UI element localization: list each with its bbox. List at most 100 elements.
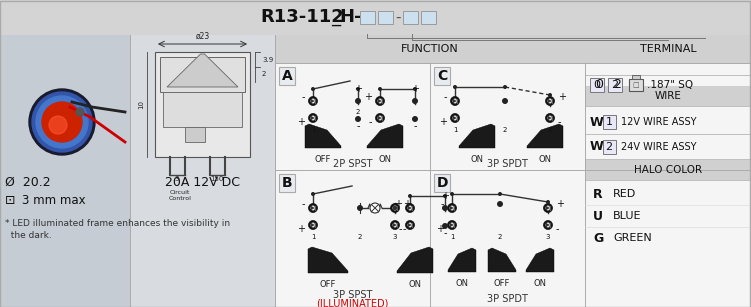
Text: 0: 0: [593, 80, 601, 90]
Circle shape: [413, 87, 417, 91]
Polygon shape: [311, 99, 315, 103]
Bar: [585, 35, 751, 307]
Text: A: A: [282, 69, 292, 83]
Bar: [434, 67, 450, 85]
Bar: [275, 35, 585, 307]
Circle shape: [546, 206, 550, 210]
Text: 0: 0: [595, 79, 603, 91]
Polygon shape: [526, 248, 554, 272]
Polygon shape: [308, 247, 348, 273]
Text: -: -: [395, 10, 401, 25]
Text: R: R: [593, 188, 602, 200]
Text: 3 mm max: 3 mm max: [22, 193, 86, 207]
Polygon shape: [393, 223, 397, 227]
Circle shape: [370, 203, 380, 213]
Text: ON: ON: [379, 155, 391, 164]
Polygon shape: [448, 248, 476, 272]
Text: _: _: [331, 9, 340, 26]
Text: 2: 2: [611, 80, 619, 90]
Text: HALO COLOR: HALO COLOR: [634, 165, 702, 175]
Text: -: -: [556, 224, 559, 234]
Polygon shape: [459, 124, 495, 148]
Text: -: -: [301, 199, 305, 209]
Bar: [160, 57, 245, 92]
Polygon shape: [453, 99, 457, 103]
Circle shape: [443, 194, 447, 198]
Text: +: +: [297, 117, 305, 127]
Text: +: +: [441, 191, 449, 201]
Circle shape: [356, 87, 360, 91]
Text: OFF: OFF: [320, 280, 336, 289]
Circle shape: [378, 99, 382, 103]
Polygon shape: [393, 206, 397, 210]
Polygon shape: [311, 223, 315, 227]
Text: Control: Control: [168, 196, 192, 201]
Text: C: C: [437, 69, 447, 83]
Circle shape: [547, 116, 552, 120]
Text: +: +: [394, 199, 402, 209]
Bar: [275, 35, 585, 63]
Text: 150: 150: [210, 176, 224, 182]
Circle shape: [393, 206, 397, 210]
Bar: [378, 10, 393, 24]
Text: -: -: [403, 224, 406, 234]
Text: 1: 1: [605, 117, 613, 127]
Text: +: +: [403, 199, 411, 209]
Text: 2P SPST: 2P SPST: [333, 159, 372, 169]
Text: ø23: ø23: [195, 32, 210, 41]
Text: +: +: [411, 84, 419, 94]
Circle shape: [453, 99, 457, 103]
Circle shape: [376, 96, 385, 106]
Circle shape: [309, 96, 318, 106]
Circle shape: [453, 116, 457, 120]
Text: 1: 1: [450, 234, 454, 240]
Bar: [585, 35, 751, 63]
Circle shape: [548, 93, 552, 97]
Circle shape: [412, 98, 418, 104]
Bar: [163, 92, 242, 127]
Circle shape: [442, 205, 448, 211]
Circle shape: [355, 116, 361, 122]
Circle shape: [29, 89, 95, 155]
Bar: [585, 160, 751, 180]
Text: 3: 3: [547, 127, 552, 133]
Circle shape: [545, 114, 554, 122]
Polygon shape: [408, 206, 412, 210]
Circle shape: [408, 194, 412, 198]
Circle shape: [357, 205, 363, 211]
Text: 3P SPDT: 3P SPDT: [487, 159, 528, 169]
Bar: [590, 78, 604, 92]
Text: WIRE: WIRE: [655, 91, 681, 101]
Text: -: -: [441, 199, 444, 209]
Text: 1: 1: [311, 234, 315, 240]
Text: Circuit: Circuit: [170, 189, 190, 195]
Text: 3: 3: [393, 234, 397, 240]
Bar: [585, 86, 751, 106]
Circle shape: [442, 223, 448, 229]
Text: W: W: [590, 141, 604, 154]
Polygon shape: [546, 206, 550, 210]
Text: 10: 10: [138, 100, 144, 109]
Polygon shape: [450, 223, 454, 227]
Text: OFF: OFF: [494, 279, 510, 288]
Circle shape: [311, 99, 315, 103]
Bar: [603, 115, 616, 129]
Text: GREEN: GREEN: [613, 233, 652, 243]
Text: G: G: [593, 231, 603, 244]
Circle shape: [497, 201, 503, 207]
Circle shape: [544, 220, 553, 230]
Text: -: -: [443, 228, 447, 238]
Circle shape: [412, 116, 418, 122]
Circle shape: [450, 206, 454, 210]
Bar: [421, 10, 436, 24]
Circle shape: [545, 96, 554, 106]
Polygon shape: [450, 206, 454, 210]
Circle shape: [448, 220, 457, 230]
Bar: [279, 67, 295, 85]
Circle shape: [76, 108, 84, 116]
Text: 2: 2: [498, 234, 502, 240]
Bar: [629, 79, 643, 91]
Text: 24V WIRE ASSY: 24V WIRE ASSY: [621, 142, 696, 152]
Circle shape: [406, 204, 415, 212]
Bar: [185, 127, 205, 142]
